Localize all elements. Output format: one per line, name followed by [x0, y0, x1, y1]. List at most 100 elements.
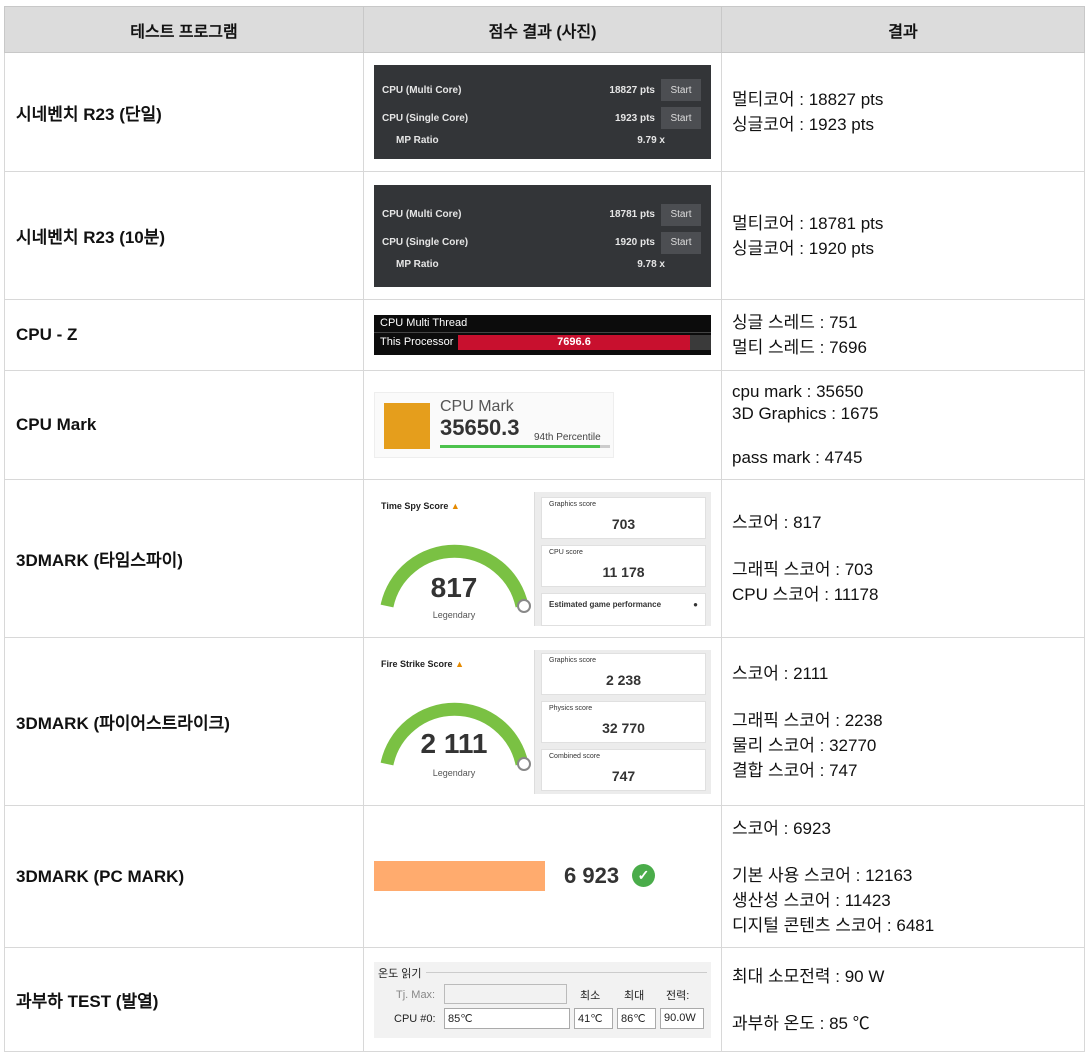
- multi-core-row: CPU (Multi Core) 18827 pts Start: [382, 79, 701, 101]
- header-program: 테스트 프로그램: [4, 6, 364, 53]
- result-cell: 싱글 스레드 : 751 멀티 스레드 : 7696: [721, 299, 1085, 371]
- tj-max-field: [444, 983, 567, 1004]
- result-line: 물리 스코어 : 32770: [732, 735, 877, 755]
- firestrike-screenshot: Fire Strike Score ▲ 2 111 Legendary Grap…: [374, 649, 711, 794]
- subscore-label: Combined score: [549, 752, 600, 760]
- subscore-label: Graphics score: [549, 656, 597, 664]
- subscore-box: CPU score 11 178: [541, 544, 706, 587]
- percentile-fill: [440, 445, 600, 448]
- estimated-game-performance: ● Estimated game performance: [541, 592, 706, 626]
- result-line: 멀티 스레드 : 7696: [732, 338, 867, 357]
- subscore-value: 703: [611, 515, 636, 532]
- result-line: [732, 425, 1074, 447]
- benchmark-table: 테스트 프로그램 점수 결과 (사진) 결과 시네벤치 R23 (단일) CPU…: [4, 6, 1085, 1052]
- score-photo: CPU (Multi Core) 18827 pts Start CPU (Sing…: [363, 52, 722, 172]
- subscore-value: 32 770: [602, 719, 645, 736]
- pcmark-score: 6 923: [564, 862, 620, 888]
- single-core-row: CPU (Single Core) 1923 pts Start: [382, 107, 701, 129]
- result-line: [732, 841, 1074, 863]
- col-power: 전력:: [666, 989, 690, 1002]
- divider: [426, 971, 707, 973]
- table-row: 시네벤치 R23 (10분) CPU (Multi Core) 18781 pts…: [4, 171, 1085, 300]
- program-name: CPU - Z: [4, 299, 364, 371]
- result-line: 멀티코어 : 18827 pts: [732, 90, 884, 109]
- table-row: 3DMARK (파이어스트라이크) Fire Strike Score ▲ 2 …: [4, 637, 1085, 806]
- program-name: 시네벤치 R23 (10분): [4, 171, 364, 300]
- result-line: 싱글코어 : 1923 pts: [732, 115, 874, 134]
- result-line: cpu mark : 35650: [732, 382, 864, 401]
- result-line: 그래픽 스코어 : 703: [732, 560, 874, 579]
- table-row: 과부하 TEST (발열) 온도 읽기 Tj. Max: 최소 최대 전력: C…: [4, 947, 1085, 1052]
- cpu-chip-icon: [384, 403, 430, 449]
- mp-ratio-value: 9.79 x: [637, 135, 665, 146]
- result-line: 멀티코어 : 18781 pts: [732, 213, 884, 233]
- table-row: CPU Mark CPU Mark 35650.3 94th Percentil…: [4, 370, 1085, 480]
- result-line: 스코어 : 2111: [732, 663, 829, 683]
- temp-title: 온도 읽기: [378, 967, 422, 980]
- mp-ratio-row: MP Ratio 9.79 x: [396, 135, 665, 146]
- pcmark-screenshot: 6 923 ✓: [374, 857, 674, 897]
- table-row: 3DMARK (PC MARK) 6 923 ✓ 스코어 : 6923 기본 사…: [4, 805, 1085, 948]
- cpu0-temp: 85℃: [444, 1007, 570, 1029]
- subscore-box: Graphics score 2 238: [541, 652, 706, 695]
- start-button: Start: [661, 107, 701, 129]
- single-core-label: CPU (Single Core): [382, 112, 469, 124]
- result-cell: 스코어 : 2111 그래픽 스코어 : 2238 물리 스코어 : 32770…: [721, 637, 1085, 806]
- cpumark-value: 35650.3: [440, 415, 520, 440]
- result-line: CPU 스코어 : 11178: [732, 585, 879, 604]
- cpuz-bar-remainder: [690, 335, 711, 350]
- score-photo: Time Spy Score ▲ 817 Legendary Graphics …: [363, 479, 722, 638]
- score-panel: Fire Strike Score ▲ 2 111 Legendary: [374, 649, 534, 794]
- single-core-label: CPU (Single Core): [382, 237, 469, 248]
- result-line: 싱글 스레드 : 751: [732, 313, 858, 332]
- program-name: 3DMARK (파이어스트라이크): [4, 637, 364, 806]
- cpu0-max: 86℃: [617, 1007, 656, 1029]
- multi-core-label: CPU (Multi Core): [382, 209, 462, 220]
- result-line: 결합 스코어 : 747: [732, 760, 858, 780]
- cpu0-power: 90.0W: [660, 1007, 704, 1029]
- result-line: pass mark : 4745: [732, 448, 863, 467]
- multi-core-value: 18781 pts: [609, 209, 655, 220]
- score-photo: CPU Multi Thread This Processor 7696.6: [363, 299, 722, 371]
- subscore-panel: Graphics score 2 238 Physics score 32 770 …: [534, 649, 711, 794]
- result-cell: 최대 소모전력 : 90 W 과부하 온도 : 85 ℃: [721, 947, 1085, 1052]
- timespy-screenshot: Time Spy Score ▲ 817 Legendary Graphics …: [374, 491, 711, 626]
- subscore-value: 747: [611, 767, 636, 784]
- table-row: 시네벤치 R23 (단일) CPU (Multi Core) 18827 pts S…: [4, 52, 1085, 172]
- cpuz-screenshot: CPU Multi Thread This Processor 7696.6: [374, 315, 711, 355]
- result-cell: 스코어 : 6923 기본 사용 스코어 : 12163 생산성 스코어 : 1…: [721, 805, 1085, 948]
- result-line: 싱글코어 : 1920 pts: [732, 238, 874, 258]
- mp-ratio-label: MP Ratio: [396, 135, 439, 146]
- tj-max-label: Tj. Max:: [396, 988, 436, 1001]
- score-value: 817: [430, 571, 478, 603]
- egp-label: Estimated game performance: [549, 599, 662, 609]
- cpuz-title: CPU Multi Thread: [380, 317, 468, 329]
- mp-ratio-label: MP Ratio: [396, 258, 439, 270]
- cpumark-screenshot: CPU Mark 35650.3 94th Percentile: [374, 392, 614, 458]
- subscore-value: 2 238: [605, 671, 642, 688]
- score-tier: Legendary: [432, 767, 476, 778]
- header-score-photo: 점수 결과 (사진): [363, 6, 722, 53]
- result-line: 스코어 : 6923: [732, 818, 831, 838]
- col-min: 최소: [580, 989, 601, 1002]
- program-name: 3DMARK (PC MARK): [4, 805, 364, 948]
- cinebench-screenshot: CPU (Multi Core) 18827 pts Start CPU (Sing…: [374, 65, 711, 159]
- single-core-value: 1920 pts: [614, 237, 655, 248]
- score-photo: CPU Mark 35650.3 94th Percentile: [363, 370, 722, 480]
- result-line: [732, 686, 1074, 708]
- score-photo: Fire Strike Score ▲ 2 111 Legendary Grap…: [363, 637, 722, 806]
- subscore-value: 11 178: [602, 563, 645, 580]
- start-button: Start: [661, 231, 701, 254]
- warning-icon: ▲: [450, 500, 460, 511]
- program-name: 시네벤치 R23 (단일): [4, 52, 364, 172]
- result-line: [732, 989, 1074, 1011]
- program-name: 3DMARK (타임스파이): [4, 479, 364, 638]
- temperature-screenshot: 온도 읽기 Tj. Max: 최소 최대 전력: CPU #0: 85℃ 41℃…: [374, 961, 711, 1038]
- info-icon: ●: [693, 599, 698, 609]
- multi-core-row: CPU (Multi Core) 18781 pts Start: [382, 203, 701, 226]
- mp-ratio-row: MP Ratio 9.78 x: [396, 259, 665, 270]
- subscore-box: Physics score 32 770: [541, 700, 706, 743]
- subscore-label: CPU score: [549, 548, 583, 556]
- result-cell: 멀티코어 : 18827 pts 싱글코어 : 1923 pts: [721, 52, 1085, 172]
- result-line: 기본 사용 스코어 : 12163: [732, 865, 913, 885]
